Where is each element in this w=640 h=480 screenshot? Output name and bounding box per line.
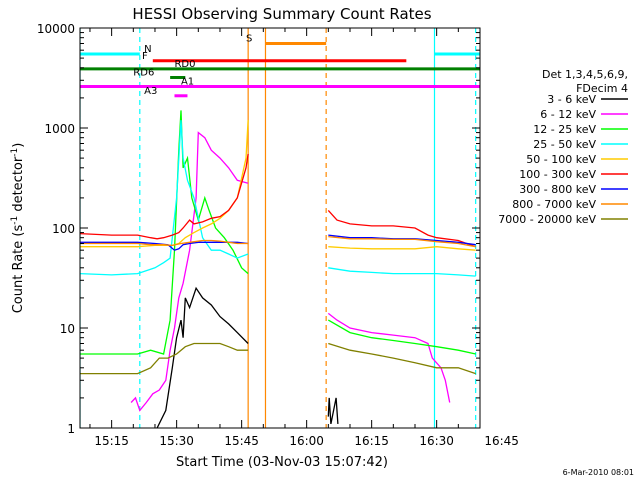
x-tick-label: 15:15 (94, 434, 129, 448)
series-line (156, 286, 249, 428)
x-tick-label: 16:00 (289, 434, 324, 448)
series-line (80, 153, 249, 240)
series-line (327, 312, 451, 403)
legend-label: 25 - 50 keV (533, 138, 596, 151)
flag-label: F (142, 51, 148, 62)
footer-timestamp: 6-Mar-2010 08:01 (563, 468, 634, 477)
y-label-exp-1: -1 (10, 216, 20, 225)
y-tick-label: 1000 (44, 122, 75, 136)
flag-label: A1 (181, 77, 194, 88)
flag-label: N (144, 44, 151, 55)
flag-label: A3 (144, 86, 157, 97)
y-axis-label: Count Rate (s-1 detector-1) (10, 143, 26, 314)
y-label-part-1: Count Rate (s (11, 225, 26, 314)
legend-label: 7000 - 20000 keV (498, 213, 596, 226)
y-axis: 1 10 100 1000 10000 (37, 22, 480, 436)
series-line (327, 397, 339, 425)
legend: Det 1,3,4,5,6,9,FDecim 43 - 6 keV 6 - 12 … (498, 68, 628, 226)
x-tick-label: 15:45 (224, 434, 259, 448)
x-tick-label: 15:30 (159, 434, 194, 448)
y-label-part-3: ) (11, 143, 26, 148)
y-tick-label: 1 (67, 422, 75, 436)
series-line (80, 239, 249, 247)
series-line (327, 209, 476, 248)
y-tick-label: 10000 (37, 22, 75, 36)
series-line (328, 235, 476, 248)
legend-label: 3 - 6 keV (547, 93, 596, 106)
legend-header: Det 1,3,4,5,6,9, (542, 68, 628, 81)
legend-label: 800 - 7000 keV (512, 198, 596, 211)
series-line (328, 267, 476, 277)
series-line (80, 120, 249, 248)
y-label-part-2: detector (11, 156, 26, 216)
series-line (328, 342, 476, 375)
series-line (80, 120, 249, 276)
plot-inner (80, 28, 480, 428)
y-tick-label: 100 (52, 222, 75, 236)
x-tick-label: 16:15 (354, 434, 389, 448)
series-line (328, 246, 476, 251)
legend-label: 50 - 100 keV (526, 153, 596, 166)
flag-label: RD0 (174, 59, 195, 70)
y-tick-label: 10 (60, 322, 75, 336)
flag-label: S (246, 33, 252, 44)
legend-label: 12 - 25 keV (533, 123, 596, 136)
x-tick-label: 16:30 (419, 434, 454, 448)
series-line (327, 319, 476, 355)
legend-label: 300 - 800 keV (519, 183, 596, 196)
legend-label: 6 - 12 keV (540, 108, 596, 121)
legend-label: 100 - 300 keV (519, 168, 596, 181)
x-tick-label: 16:45 (484, 434, 519, 448)
y-label-exp-2: -1 (10, 148, 20, 157)
chart-title: HESSI Observing Summary Count Rates (132, 5, 431, 23)
plot-area: N S F RD6 RD0 A1 A3 (79, 27, 481, 429)
series-line (80, 110, 249, 355)
x-axis-label: Start Time (03-Nov-03 15:07:42) (176, 455, 388, 470)
flag-label: RD6 (133, 67, 154, 78)
series-line (130, 131, 249, 412)
x-axis: 15:15 15:30 15:45 16:00 16:15 16:30 16:45 (89, 28, 519, 448)
legend-header: FDecim 4 (576, 82, 628, 95)
series-line (80, 342, 249, 375)
